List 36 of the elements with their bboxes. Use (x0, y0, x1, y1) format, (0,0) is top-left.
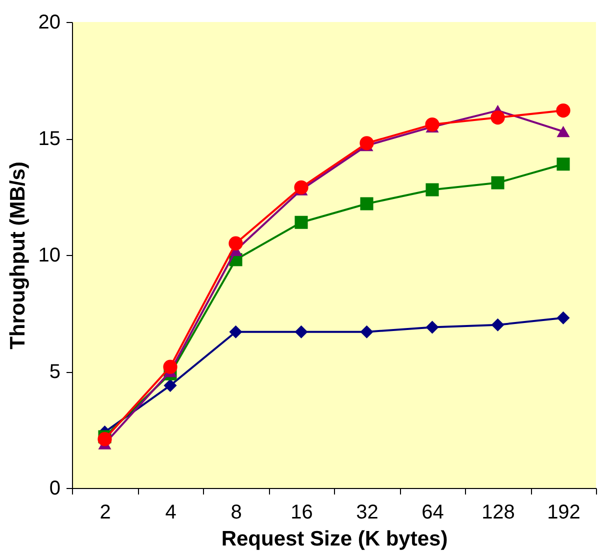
point (491, 318, 504, 332)
x-tick-label: 32 (356, 502, 378, 524)
x-tick-label: 64 (422, 502, 444, 524)
point (163, 360, 178, 374)
point (360, 197, 374, 210)
point (294, 216, 308, 229)
y-tick-label: 10 (38, 244, 60, 266)
point (426, 183, 439, 196)
point (556, 126, 570, 138)
point (294, 325, 308, 338)
x-tick-label: 192 (547, 502, 580, 524)
x-tick-label: 16 (290, 502, 313, 524)
point (426, 320, 439, 334)
y-tick-label: 5 (49, 361, 60, 383)
point (556, 158, 570, 171)
point (360, 325, 374, 338)
point (294, 180, 308, 194)
x-tick-label: 2 (100, 502, 111, 524)
y-tick-label: 15 (38, 128, 60, 150)
y-tick-label: 0 (49, 478, 60, 500)
point (425, 117, 440, 132)
point (491, 176, 504, 190)
y-axis-title: Throughput (MB/s) (6, 162, 30, 350)
point (98, 432, 112, 446)
x-tick-label: 4 (165, 502, 176, 524)
x-tick-label: 128 (482, 502, 515, 524)
point (229, 325, 242, 338)
x-tick-label: 8 (230, 502, 242, 524)
y-tick-label: 20 (38, 12, 60, 34)
point (360, 136, 374, 150)
point (490, 110, 505, 125)
x-axis-title: Request Size (K bytes) (221, 528, 448, 550)
point (556, 311, 570, 324)
point (556, 103, 570, 118)
point (228, 236, 243, 250)
point (164, 378, 177, 392)
